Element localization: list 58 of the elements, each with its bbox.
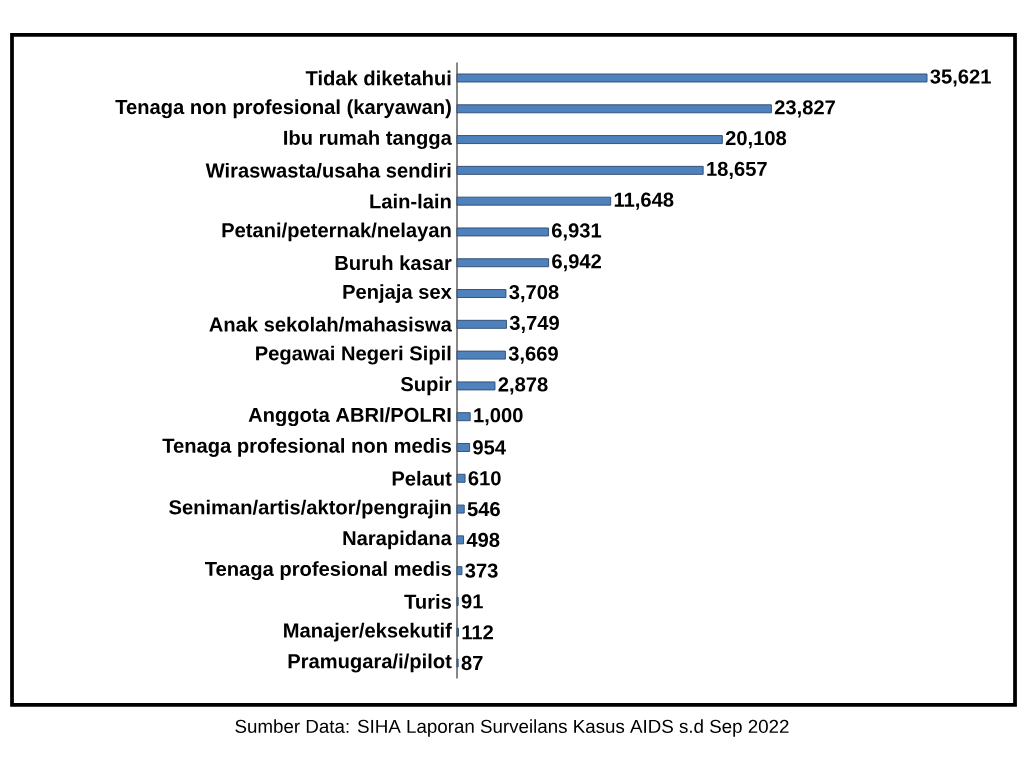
data-label: 23,827: [774, 100, 835, 118]
bar: [456, 73, 928, 83]
bar: [456, 258, 550, 268]
y-tick-label: Turis: [404, 594, 452, 609]
bar: [456, 165, 704, 175]
data-label: 373: [465, 563, 498, 578]
data-label: 546: [467, 501, 500, 517]
bar: [456, 412, 471, 422]
y-tick-label: Pegawai Negeri Sipil: [256, 345, 451, 365]
bar: [456, 443, 471, 452]
bar: [456, 104, 772, 114]
y-tick-label: Narapidana: [343, 530, 452, 550]
bar: [456, 135, 723, 145]
y-tick-label: Seniman/artis/aktor/pengrajin: [169, 499, 451, 519]
bar: [456, 535, 465, 545]
bar: [456, 381, 496, 391]
data-label: 35,621: [930, 69, 991, 87]
bar: [456, 350, 506, 360]
data-label: 1,000: [474, 408, 523, 426]
data-label: 18,657: [707, 161, 767, 179]
data-label: 954: [473, 440, 506, 455]
y-tick-label: Penjaja sex: [343, 284, 452, 303]
data-label: 610: [468, 471, 501, 486]
bar: [456, 227, 549, 237]
data-label: 91: [461, 594, 483, 609]
data-label: 6,931: [552, 223, 602, 241]
y-tick-label: Tenaga profesional non medis: [162, 438, 452, 457]
bar: [456, 473, 466, 483]
data-label: 11,648: [614, 192, 674, 210]
y-tick-label: Anak sekolah/mahasiswa: [209, 316, 452, 332]
y-tick-label: Lain-lain: [370, 193, 451, 209]
data-label: 112: [462, 625, 493, 640]
y-tick-label: Tidak diketahui: [305, 70, 451, 86]
data-label: 87: [461, 655, 483, 671]
bar: [456, 319, 507, 329]
y-tick-label: Pramugara/i/pilot: [288, 653, 452, 673]
data-label: 2,878: [498, 377, 548, 395]
y-tick-label: Pelaut: [392, 470, 452, 486]
bar: [456, 504, 465, 514]
data-label: 3,749: [509, 315, 559, 333]
bar: [456, 196, 612, 206]
y-tick-label: Ibu rumah tangga: [284, 130, 452, 149]
data-label: 20,108: [725, 130, 787, 149]
bar: [456, 289, 507, 298]
data-label: 3,669: [508, 346, 558, 364]
data-label: 3,708: [509, 284, 559, 303]
y-tick-label: Buruh kasar: [335, 255, 452, 271]
data-label: 6,942: [552, 254, 602, 272]
text: Sumber Data: SIHA Laporan Surveilans Kasus AIDS s.d Sep 2022: [235, 719, 789, 737]
bar: [456, 566, 463, 576]
data-label: 498: [466, 532, 500, 547]
y-tick-label: Supir: [400, 376, 452, 396]
y-tick-label: Tenaga profesional medis: [204, 561, 451, 581]
y-tick-label: Anggota ABRI/POLRI: [248, 407, 451, 427]
y-tick-label: Wiraswasta/usaha sendiri: [205, 162, 451, 178]
y-tick-label: Petani/peternak/nelayan: [222, 222, 451, 242]
y-tick-label: Tenaga non profesional (karyawan): [115, 99, 451, 119]
y-tick-label: Manajer/eksekutif: [284, 622, 452, 642]
